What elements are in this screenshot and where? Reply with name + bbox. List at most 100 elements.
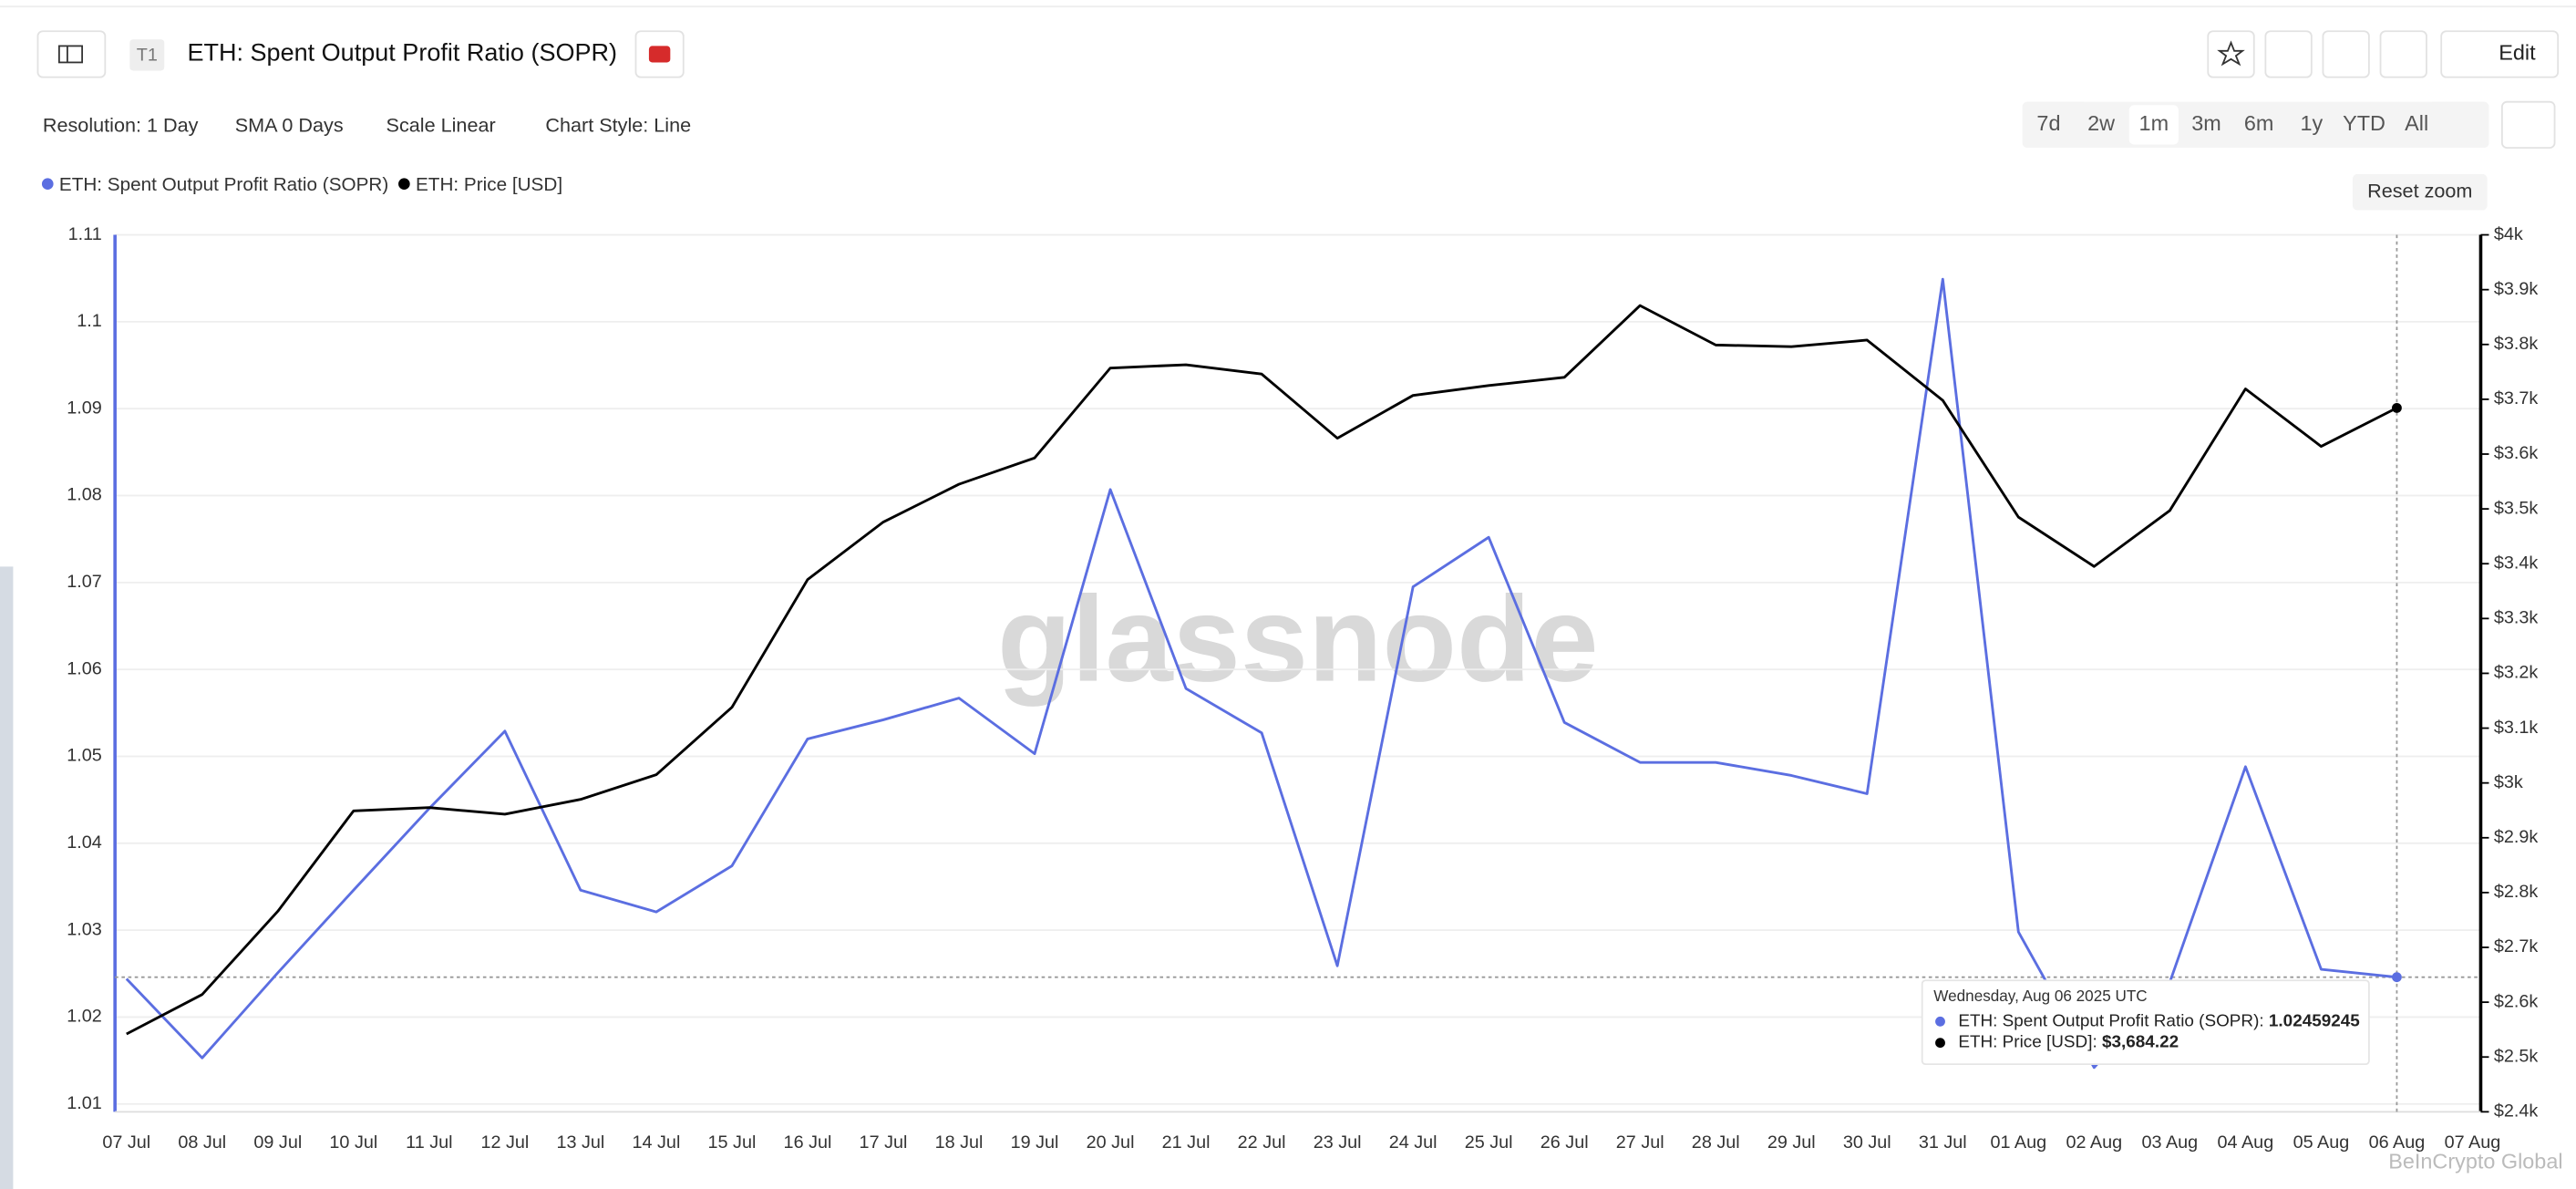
x-tick-label: 19 Jul bbox=[1011, 1132, 1059, 1153]
x-tick-label: 09 Jul bbox=[253, 1132, 302, 1153]
y2-tick-label: $2.8k bbox=[2494, 882, 2539, 902]
sidebar-icon bbox=[57, 45, 84, 64]
x-tick-label: 26 Jul bbox=[1540, 1132, 1589, 1153]
x-tick-label: 24 Jul bbox=[1389, 1132, 1437, 1153]
x-tick-label: 03 Aug bbox=[2142, 1132, 2199, 1153]
y2-tick-label: $3.7k bbox=[2494, 388, 2539, 408]
range-button[interactable]: 3m bbox=[2191, 111, 2221, 135]
range-button[interactable]: 1y bbox=[2300, 111, 2323, 135]
separator: : bbox=[2259, 1011, 2269, 1030]
y2-tick-label: $3.3k bbox=[2494, 608, 2539, 628]
y2-tick-label: $3k bbox=[2494, 772, 2523, 792]
y-tick-label: 1.09 bbox=[67, 398, 102, 418]
separator: : bbox=[2092, 1033, 2102, 1052]
tooltip-box bbox=[1921, 979, 2370, 1066]
x-tick-label: 01 Aug bbox=[1990, 1132, 2046, 1153]
y2-tick-label: $2.9k bbox=[2494, 827, 2539, 847]
y-tick-label: 1.06 bbox=[67, 658, 102, 678]
video-icon bbox=[648, 46, 671, 63]
x-tick-label: 08 Jul bbox=[178, 1132, 226, 1153]
tooltip-series: ETH: Spent Output Profit Ratio (SOPR) bbox=[1958, 1011, 2259, 1030]
x-tick-label: 17 Jul bbox=[860, 1132, 908, 1153]
tooltip-dot bbox=[1935, 1038, 1945, 1049]
edit-label: Edit bbox=[2499, 41, 2536, 65]
x-tick-label: 28 Jul bbox=[1692, 1132, 1740, 1153]
page-title: ETH: Spent Output Profit Ratio (SOPR) bbox=[187, 39, 617, 67]
edit-button[interactable] bbox=[2440, 30, 2560, 78]
y2-tick-label: $2.4k bbox=[2494, 1101, 2539, 1122]
legend-entry[interactable]: ETH: Price [USD] bbox=[416, 174, 562, 195]
y2-tick-label: $3.6k bbox=[2494, 443, 2539, 463]
x-tick-label: 04 Aug bbox=[2218, 1132, 2274, 1153]
legend-entry[interactable]: ETH: Spent Output Profit Ratio (SOPR) bbox=[59, 174, 388, 195]
x-tick-label: 29 Jul bbox=[1767, 1132, 1816, 1153]
y-tick-label: 1.05 bbox=[67, 746, 102, 766]
tooltip-series: ETH: Price [USD] bbox=[1958, 1033, 2092, 1052]
range-active bbox=[2128, 105, 2179, 145]
x-tick-label: 21 Jul bbox=[1162, 1132, 1211, 1153]
sma-dropdown[interactable]: SMA 0 Days bbox=[235, 113, 344, 136]
x-tick-label: 11 Jul bbox=[406, 1132, 452, 1153]
range-button[interactable]: YTD bbox=[2343, 111, 2385, 135]
y-tick-label: 1.01 bbox=[67, 1093, 102, 1113]
tooltip-value: $3,684.22 bbox=[2102, 1033, 2179, 1052]
range-button[interactable]: 1m bbox=[2139, 111, 2169, 135]
range-button[interactable]: 2w bbox=[2087, 111, 2115, 135]
scrollbar bbox=[0, 566, 14, 1189]
reset-bg bbox=[2352, 173, 2488, 211]
x-tick-label: 16 Jul bbox=[784, 1132, 832, 1153]
range-button[interactable]: 7d bbox=[2036, 111, 2060, 135]
x-tick-label: 06 Aug bbox=[2369, 1132, 2426, 1153]
series-line bbox=[125, 277, 2397, 1070]
x-tick-label: 13 Jul bbox=[556, 1132, 604, 1153]
style-dropdown[interactable]: Chart Style: Line bbox=[545, 113, 691, 136]
point-marker bbox=[2392, 972, 2402, 983]
series-line bbox=[126, 304, 2398, 1036]
x-tick-label: 07 Jul bbox=[102, 1132, 150, 1153]
share-button[interactable] bbox=[2322, 30, 2370, 78]
resolution-dropdown[interactable]: Resolution: 1 Day bbox=[43, 113, 199, 136]
y-tick-label: 1.08 bbox=[67, 485, 102, 505]
y-tick-label: 1.02 bbox=[67, 1007, 102, 1027]
copy-button[interactable] bbox=[2379, 30, 2427, 78]
calendar-button[interactable] bbox=[2500, 100, 2556, 149]
x-tick-label: 10 Jul bbox=[329, 1132, 377, 1153]
x-tick-label: 07 Aug bbox=[2445, 1132, 2501, 1153]
credit: BeInCrypto Global bbox=[2388, 1149, 2562, 1173]
range-button[interactable]: All bbox=[2405, 111, 2428, 135]
scale-dropdown[interactable]: Scale Linear bbox=[386, 113, 496, 136]
x-tick-label: 12 Jul bbox=[480, 1132, 529, 1153]
sidebar-button[interactable] bbox=[36, 30, 107, 78]
y-tick-label: 1.1 bbox=[77, 311, 102, 331]
reset-zoom[interactable]: Reset zoom bbox=[2367, 179, 2472, 202]
y-tick-label: 1.03 bbox=[67, 919, 102, 939]
x-tick-label: 25 Jul bbox=[1465, 1132, 1513, 1153]
y2-tick-label: $3.5k bbox=[2494, 498, 2539, 518]
y-tick-label: 1.11 bbox=[68, 224, 102, 244]
legend-dot bbox=[41, 178, 54, 191]
x-tick-label: 30 Jul bbox=[1843, 1132, 1891, 1153]
y-tick-label: 1.04 bbox=[67, 832, 102, 853]
y2-tick-label: $2.7k bbox=[2494, 936, 2539, 956]
y2-tick-label: $2.5k bbox=[2494, 1046, 2539, 1066]
y2-tick-label: $3.8k bbox=[2494, 334, 2539, 354]
legend-dot bbox=[398, 178, 410, 191]
watermark: glassnode bbox=[997, 572, 1599, 708]
tooltip-value: 1.02459245 bbox=[2269, 1011, 2360, 1030]
x-tick-label: 31 Jul bbox=[1919, 1132, 1967, 1153]
x-tick-label: 18 Jul bbox=[935, 1132, 984, 1153]
tooltip-dot bbox=[1935, 1016, 1945, 1027]
range-button[interactable]: 6m bbox=[2244, 111, 2274, 135]
y2-tick-label: $3.1k bbox=[2494, 718, 2539, 738]
x-tick-label: 05 Aug bbox=[2293, 1132, 2350, 1153]
x-tick-label: 14 Jul bbox=[633, 1132, 681, 1153]
alert-button[interactable] bbox=[2264, 30, 2313, 78]
star-button[interactable] bbox=[2207, 30, 2255, 78]
tooltip: Wednesday, Aug 06 2025 UTC ETH: Spent Out… bbox=[1921, 979, 2370, 1066]
y2-tick-label: $3.4k bbox=[2494, 553, 2539, 573]
x-tick-label: 15 Jul bbox=[708, 1132, 757, 1153]
tooltip-row: ETH: Price [USD]: $3,684.22 bbox=[1958, 1033, 2179, 1052]
star-icon bbox=[2217, 40, 2245, 67]
